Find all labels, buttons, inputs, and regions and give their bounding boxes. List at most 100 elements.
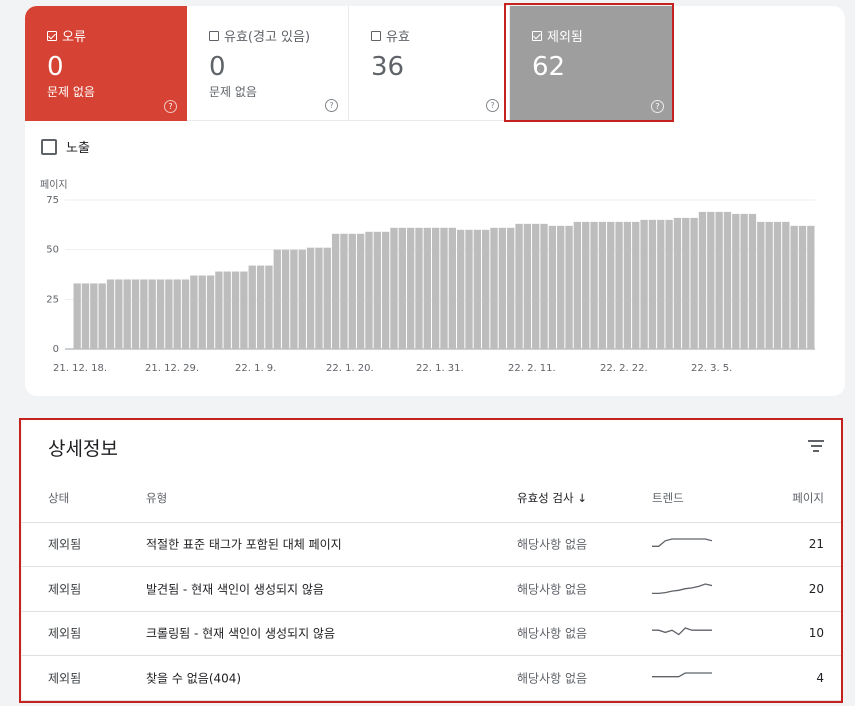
chart-bar[interactable] (532, 223, 540, 349)
chart-bar[interactable] (115, 279, 123, 349)
chart-bar[interactable] (648, 219, 657, 349)
chart-bar[interactable] (90, 283, 98, 349)
chart-bar[interactable] (106, 279, 115, 349)
chart-bar[interactable] (340, 233, 348, 349)
chart-bar[interactable] (773, 221, 782, 349)
chart-bar[interactable] (215, 271, 223, 349)
chart-bar[interactable] (381, 231, 390, 349)
chart-bar[interactable] (573, 221, 582, 349)
chart-bar[interactable] (181, 279, 190, 349)
chart-bar[interactable] (465, 229, 473, 349)
chart-bar[interactable] (657, 219, 665, 349)
chart-bar[interactable] (557, 225, 565, 349)
chart-bar[interactable] (123, 279, 131, 349)
tile-valid-warning[interactable]: 유효(경고 있음) 0 문제 없음 ? (187, 6, 349, 121)
chart-bar[interactable] (748, 213, 757, 349)
col-header-trend[interactable]: 트렌드 (652, 491, 684, 505)
chart-bar[interactable] (807, 225, 815, 349)
chart-bar[interactable] (406, 227, 415, 349)
chart-bar[interactable] (440, 227, 448, 349)
chart-bar[interactable] (640, 219, 648, 349)
chart-bar[interactable] (398, 227, 406, 349)
chart-bar[interactable] (673, 217, 682, 349)
chart-bar[interactable] (665, 219, 673, 349)
col-header-type[interactable]: 유형 (146, 491, 168, 505)
chart-bar[interactable] (256, 265, 265, 349)
chart-bar[interactable] (206, 275, 215, 349)
chart-bar[interactable] (323, 247, 331, 349)
chart-bar[interactable] (582, 221, 590, 349)
tile-valid[interactable]: 유효 36 ? (349, 6, 510, 121)
filter-icon[interactable] (808, 440, 824, 452)
chart-bar[interactable] (723, 211, 732, 349)
chart-bar[interactable] (415, 227, 423, 349)
chart-bar[interactable] (356, 233, 365, 349)
chart-bar[interactable] (682, 217, 690, 349)
chart-bar[interactable] (740, 213, 748, 349)
chart-bar[interactable] (457, 229, 465, 349)
chart-bar[interactable] (448, 227, 457, 349)
chart-bar[interactable] (590, 221, 598, 349)
chart-bar[interactable] (565, 225, 573, 349)
chart-bar[interactable] (690, 217, 698, 349)
chart-bar[interactable] (498, 227, 507, 349)
chart-bar[interactable] (698, 211, 707, 349)
chart-bar[interactable] (598, 221, 607, 349)
chart-bar[interactable] (390, 227, 398, 349)
chart-bar[interactable] (798, 225, 807, 349)
impressions-toggle[interactable]: 노출 (41, 137, 90, 156)
chart-bar[interactable] (148, 279, 156, 349)
col-header-status[interactable]: 상태 (48, 491, 70, 505)
chart-bar[interactable] (98, 283, 106, 349)
col-header-pages[interactable]: 페이지 (792, 491, 824, 505)
chart-bar[interactable] (523, 223, 532, 349)
col-header-validation[interactable]: 유효성 검사 ↓ (517, 491, 587, 505)
chart-bar[interactable] (373, 231, 381, 349)
chart-bar[interactable] (223, 271, 231, 349)
chart-bar[interactable] (73, 283, 81, 349)
chart-bar[interactable] (165, 279, 173, 349)
table-row[interactable]: 제외됨 발견됨 - 현재 색인이 생성되지 않음 해당사항 없음 20 (22, 567, 842, 612)
chart-bar[interactable] (540, 223, 548, 349)
chart-bar[interactable] (507, 227, 515, 349)
chart-bar[interactable] (482, 229, 490, 349)
chart-bar[interactable] (615, 221, 623, 349)
chart-bar[interactable] (273, 249, 281, 349)
chart-bar[interactable] (790, 225, 798, 349)
chart-bar[interactable] (548, 225, 557, 349)
chart-bar[interactable] (348, 233, 356, 349)
help-icon[interactable]: ? (325, 99, 338, 112)
table-row[interactable]: 제외됨 찾을 수 없음(404) 해당사항 없음 4 (22, 656, 842, 701)
chart-bar[interactable] (265, 265, 273, 349)
chart-bar[interactable] (140, 279, 148, 349)
chart-bar[interactable] (131, 279, 140, 349)
tile-error[interactable]: 오류 0 문제 없음 ? (25, 6, 187, 121)
chart-bar[interactable] (473, 229, 482, 349)
chart-bar[interactable] (707, 211, 715, 349)
table-row[interactable]: 제외됨 적절한 표준 태그가 포함된 대체 페이지 해당사항 없음 21 (22, 522, 842, 567)
chart-bar[interactable] (248, 265, 256, 349)
chart-bar[interactable] (765, 221, 773, 349)
chart-bar[interactable] (173, 279, 181, 349)
chart-bar[interactable] (306, 247, 315, 349)
chart-bar[interactable] (423, 227, 431, 349)
chart-bar[interactable] (281, 249, 290, 349)
tile-excluded[interactable]: 제외됨 62 ? (510, 6, 674, 121)
chart-bar[interactable] (515, 223, 523, 349)
chart-bar[interactable] (490, 227, 498, 349)
chart-bar[interactable] (715, 211, 723, 349)
help-icon[interactable]: ? (486, 99, 499, 112)
chart-bar[interactable] (365, 231, 373, 349)
chart-bar[interactable] (198, 275, 206, 349)
table-row[interactable]: 제외됨 크롤링됨 - 현재 색인이 생성되지 않음 해당사항 없음 10 (22, 611, 842, 656)
chart-bar[interactable] (81, 283, 90, 349)
chart-bar[interactable] (623, 221, 632, 349)
chart-bar[interactable] (240, 271, 248, 349)
chart-bar[interactable] (156, 279, 165, 349)
chart-bar[interactable] (290, 249, 298, 349)
help-icon[interactable]: ? (651, 100, 664, 113)
checkbox-icon[interactable] (41, 138, 57, 155)
help-icon[interactable]: ? (164, 100, 177, 113)
chart-bar[interactable] (231, 271, 240, 349)
chart-bar[interactable] (632, 221, 640, 349)
